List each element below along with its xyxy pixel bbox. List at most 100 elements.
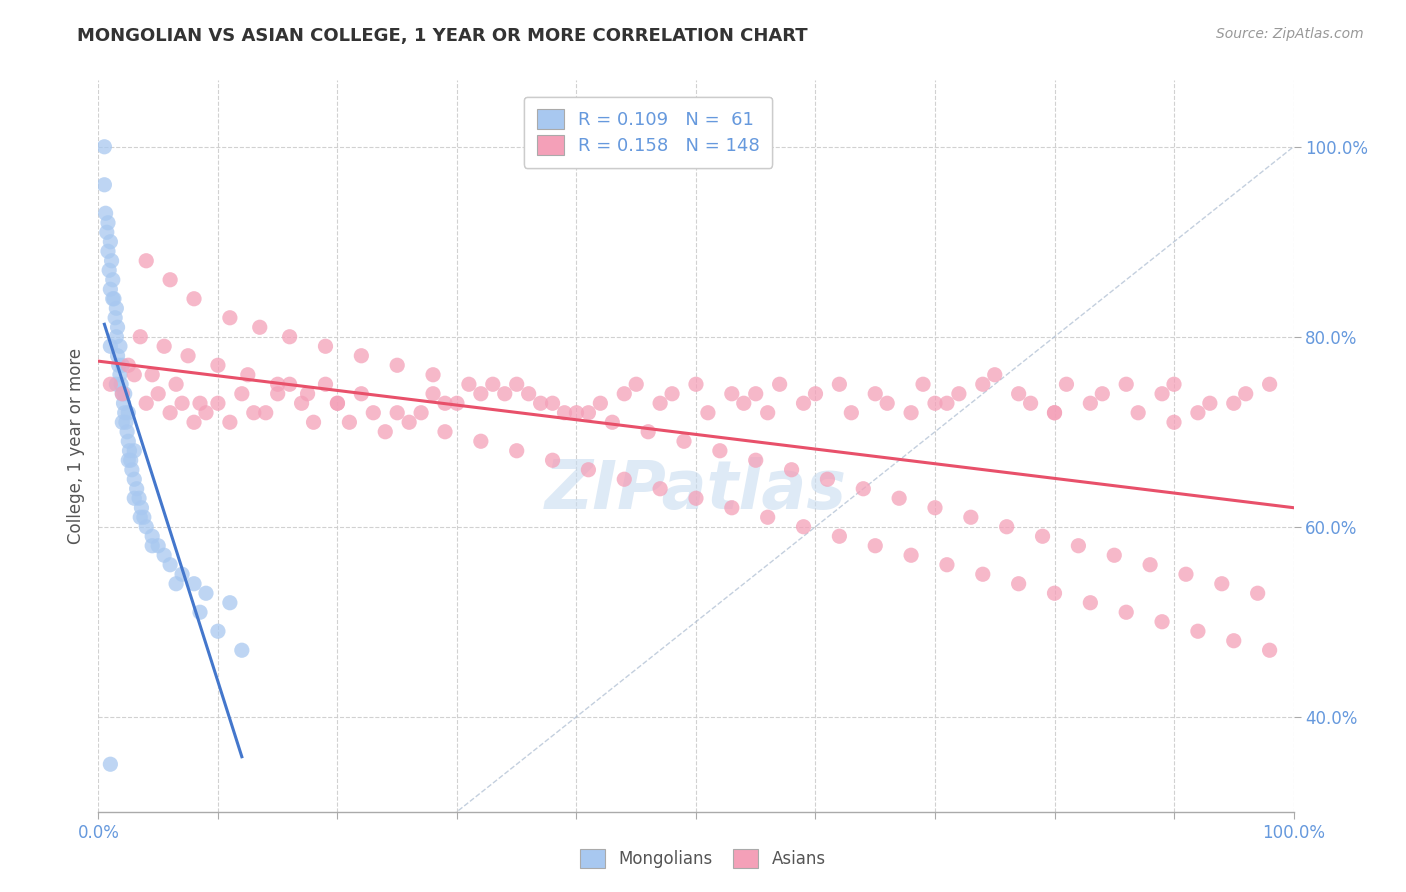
Point	[165, 377, 187, 392]
Point	[97, 244, 120, 259]
Point	[315, 339, 337, 353]
Point	[188, 605, 211, 619]
Point	[98, 377, 122, 392]
Point	[385, 406, 409, 420]
Point	[159, 558, 181, 572]
Point	[129, 510, 152, 524]
Point	[111, 415, 134, 429]
Text: MONGOLIAN VS ASIAN COLLEGE, 1 YEAR OR MORE CORRELATION CHART: MONGOLIAN VS ASIAN COLLEGE, 1 YEAR OR MO…	[77, 27, 808, 45]
Point	[817, 472, 839, 486]
Point	[159, 406, 181, 420]
Point	[120, 453, 142, 467]
Point	[107, 349, 129, 363]
Point	[195, 406, 218, 420]
Point	[685, 491, 707, 506]
Point	[470, 434, 492, 449]
Point	[243, 406, 266, 420]
Point	[124, 368, 146, 382]
Point	[117, 358, 139, 372]
Point	[124, 443, 146, 458]
Point	[135, 520, 157, 534]
Point	[98, 263, 121, 277]
Point	[697, 406, 720, 420]
Point	[756, 510, 779, 524]
Point	[458, 377, 481, 392]
Point	[207, 624, 229, 639]
Point	[141, 368, 163, 382]
Point	[107, 358, 129, 372]
Point	[900, 548, 922, 562]
Point	[129, 330, 152, 344]
Point	[114, 386, 136, 401]
Point	[93, 178, 115, 192]
Legend: Mongolians, Asians: Mongolians, Asians	[574, 843, 832, 875]
Point	[100, 253, 122, 268]
Point	[188, 396, 211, 410]
Point	[1223, 633, 1246, 648]
Point	[107, 320, 129, 334]
Point	[578, 463, 600, 477]
Point	[995, 520, 1018, 534]
Point	[900, 406, 922, 420]
Point	[1223, 396, 1246, 410]
Point	[889, 491, 911, 506]
Point	[115, 415, 138, 429]
Point	[101, 292, 124, 306]
Point	[111, 386, 134, 401]
Point	[1247, 586, 1270, 600]
Point	[541, 453, 564, 467]
Point	[494, 386, 516, 401]
Point	[613, 386, 636, 401]
Point	[131, 500, 153, 515]
Point	[183, 292, 205, 306]
Point	[105, 301, 128, 316]
Point	[828, 529, 851, 543]
Point	[339, 415, 361, 429]
Y-axis label: College, 1 year or more: College, 1 year or more	[66, 348, 84, 544]
Point	[98, 757, 122, 772]
Point	[105, 377, 128, 392]
Point	[297, 386, 319, 401]
Point	[793, 396, 815, 410]
Point	[128, 491, 150, 506]
Legend: R = 0.109   N =  61, R = 0.158   N = 148: R = 0.109 N = 61, R = 0.158 N = 148	[524, 96, 772, 168]
Point	[101, 273, 124, 287]
Point	[650, 482, 672, 496]
Point	[948, 386, 970, 401]
Point	[114, 406, 136, 420]
Point	[141, 539, 163, 553]
Text: ZIPatlas: ZIPatlas	[546, 457, 846, 523]
Point	[236, 368, 259, 382]
Point	[434, 425, 457, 439]
Point	[721, 386, 744, 401]
Point	[1067, 539, 1090, 553]
Point	[219, 310, 242, 325]
Point	[124, 491, 146, 506]
Point	[104, 310, 127, 325]
Point	[1080, 396, 1102, 410]
Point	[1008, 576, 1031, 591]
Point	[1008, 386, 1031, 401]
Point	[165, 576, 187, 591]
Point	[422, 368, 444, 382]
Point	[1043, 586, 1066, 600]
Point	[326, 396, 349, 410]
Point	[1187, 406, 1209, 420]
Point	[1211, 576, 1233, 591]
Point	[506, 443, 529, 458]
Point	[108, 339, 131, 353]
Point	[1019, 396, 1042, 410]
Point	[793, 520, 815, 534]
Point	[110, 377, 132, 392]
Point	[984, 368, 1007, 382]
Point	[756, 406, 779, 420]
Point	[350, 386, 373, 401]
Point	[1115, 377, 1137, 392]
Point	[117, 434, 139, 449]
Point	[115, 425, 138, 439]
Point	[94, 206, 117, 220]
Point	[554, 406, 576, 420]
Point	[1152, 386, 1174, 401]
Point	[1128, 406, 1150, 420]
Point	[446, 396, 468, 410]
